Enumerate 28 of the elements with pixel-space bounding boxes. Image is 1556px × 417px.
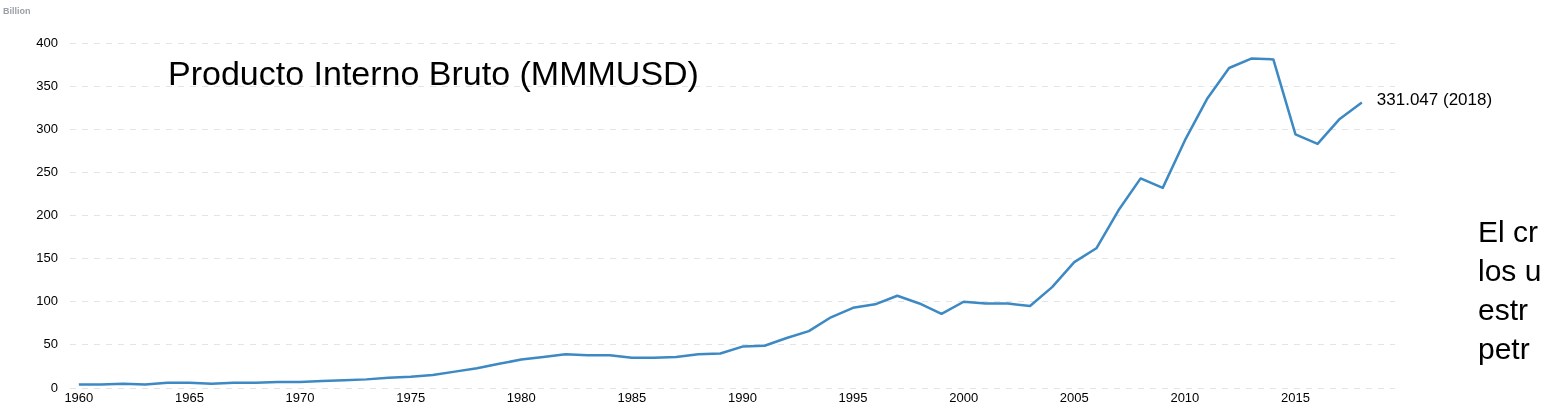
text: los u — [1478, 253, 1542, 289]
y-axis-title: Billion — [3, 6, 31, 16]
x-tick-label: 1965 — [174, 390, 204, 406]
y-tick-label: 100 — [36, 293, 58, 309]
x-tick-label: 1970 — [285, 390, 315, 406]
x-tick-label: 1975 — [396, 390, 426, 406]
y-tick-label: 250 — [36, 163, 58, 179]
y-tick-label: 400 — [36, 34, 58, 50]
text: El cr — [1478, 214, 1539, 250]
y-tick-label: 150 — [36, 250, 58, 266]
text: petr — [1478, 331, 1531, 367]
y-tick-label: 50 — [43, 336, 58, 352]
annotation: 331.047 (2018) — [1376, 90, 1493, 110]
x-tick-label: 2015 — [1281, 390, 1310, 406]
x-tick-label: 2005 — [1059, 390, 1089, 406]
x-tick-label: 1960 — [64, 390, 94, 406]
x-tick-label: 2000 — [949, 390, 979, 406]
x-tick-label: 1980 — [506, 390, 536, 406]
x-tick-label: 1985 — [617, 390, 647, 406]
x-tick-label: 2010 — [1170, 390, 1200, 406]
x-tick-label: 1990 — [727, 390, 757, 406]
x-tick-label: 1995 — [838, 390, 868, 406]
y-tick-label: 0 — [50, 379, 58, 395]
y-tick-label: 200 — [36, 207, 58, 223]
chart-title: Producto Interno Bruto (MMMUSD) — [168, 54, 699, 93]
y-tick-label: 300 — [36, 120, 58, 136]
text: estr — [1478, 292, 1529, 328]
y-tick-label: 350 — [36, 77, 58, 93]
